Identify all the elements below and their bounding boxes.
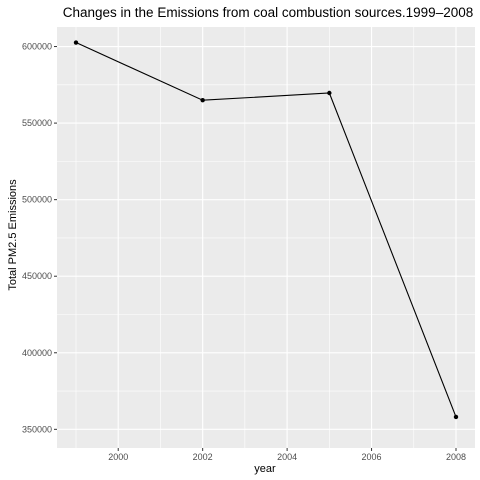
x-axis-ticks: 2000 2002 2004 2006 2008 (108, 448, 466, 462)
chart-title: Changes in the Emissions from coal combu… (63, 5, 473, 20)
y-tick-label: 450000 (22, 271, 52, 281)
minor-gridlines (57, 27, 475, 448)
y-tick-label: 600000 (22, 42, 52, 52)
data-point (73, 40, 79, 45)
y-tick-label: 350000 (22, 424, 52, 434)
series-line (75, 42, 457, 418)
major-gridlines (57, 27, 475, 448)
y-tick-label: 400000 (22, 348, 52, 358)
y-axis-ticks: 350000 400000 450000 500000 550000 600000 (22, 42, 57, 434)
x-tick-label: 2008 (446, 452, 466, 462)
series-group (73, 40, 459, 420)
y-tick-label: 500000 (22, 195, 52, 205)
data-point (200, 98, 205, 103)
y-axis-title: Total PM2.5 Emissions (7, 179, 19, 291)
x-axis-title: year (254, 463, 276, 475)
x-tick-label: 2004 (277, 452, 297, 462)
x-tick-label: 2002 (193, 452, 213, 462)
x-tick-label: 2000 (108, 452, 128, 462)
plot-panel (57, 27, 475, 448)
y-tick-label: 550000 (22, 118, 52, 128)
data-point (327, 90, 332, 96)
data-point (453, 414, 459, 420)
x-tick-label: 2006 (362, 452, 382, 462)
